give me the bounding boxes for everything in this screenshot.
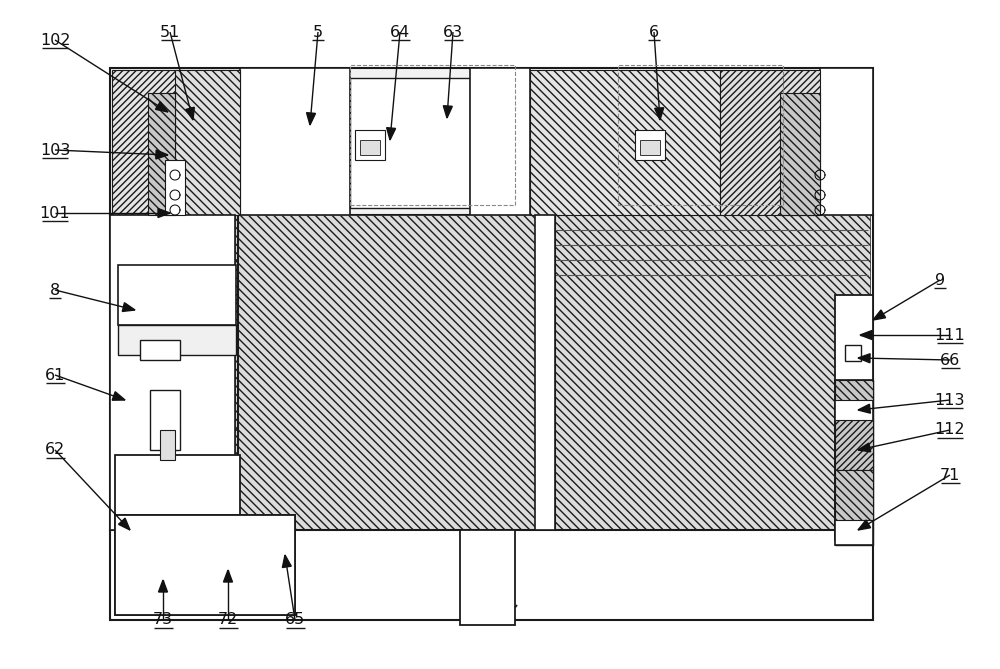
Polygon shape (122, 303, 135, 312)
Polygon shape (155, 102, 168, 112)
Polygon shape (858, 404, 870, 413)
Bar (140, 340, 180, 360)
Bar (535, 215, 555, 530)
Text: 61: 61 (45, 367, 65, 383)
Polygon shape (112, 70, 240, 215)
Polygon shape (387, 128, 396, 140)
Text: 5: 5 (313, 25, 323, 39)
Polygon shape (282, 555, 291, 567)
Polygon shape (835, 380, 873, 545)
Polygon shape (858, 520, 871, 530)
Polygon shape (780, 93, 820, 215)
Text: 63: 63 (443, 25, 463, 39)
Polygon shape (555, 215, 870, 530)
Text: 101: 101 (40, 205, 70, 221)
Bar (360, 140, 380, 155)
Polygon shape (655, 108, 664, 120)
Bar (115, 515, 295, 615)
Text: 71: 71 (940, 468, 960, 482)
Text: 65: 65 (285, 613, 305, 628)
Text: 8: 8 (50, 282, 60, 298)
Text: 113: 113 (935, 393, 965, 407)
Polygon shape (119, 518, 130, 530)
Polygon shape (224, 570, 233, 582)
Bar (820, 68, 873, 215)
Bar (350, 65, 515, 205)
Text: 66: 66 (940, 353, 960, 367)
Text: 64: 64 (390, 25, 410, 39)
Polygon shape (112, 392, 125, 400)
Polygon shape (835, 470, 873, 520)
Bar (460, 530, 515, 625)
Polygon shape (443, 106, 452, 118)
Text: 9: 9 (935, 272, 945, 288)
Bar (355, 130, 385, 160)
Bar (115, 455, 240, 515)
Bar (150, 390, 180, 450)
Polygon shape (873, 310, 886, 320)
Polygon shape (235, 215, 535, 530)
Polygon shape (858, 443, 871, 452)
Bar (845, 345, 861, 361)
Bar (118, 325, 236, 355)
Bar (118, 265, 236, 325)
Polygon shape (720, 70, 820, 215)
Polygon shape (858, 354, 870, 363)
Text: 51: 51 (160, 25, 180, 39)
Polygon shape (835, 420, 873, 470)
Bar (110, 530, 873, 620)
Bar (640, 140, 660, 155)
Bar (240, 68, 350, 215)
Bar (835, 295, 873, 540)
Polygon shape (115, 515, 295, 615)
Bar (618, 65, 783, 205)
Bar (110, 68, 873, 620)
Polygon shape (307, 112, 316, 125)
Bar (110, 215, 873, 530)
Bar (350, 78, 470, 208)
Polygon shape (175, 70, 240, 215)
Bar (470, 68, 530, 215)
Text: 102: 102 (40, 33, 70, 47)
Text: 73: 73 (153, 613, 173, 628)
Text: 72: 72 (218, 613, 238, 628)
Text: 111: 111 (935, 328, 965, 343)
Bar (165, 160, 185, 215)
Polygon shape (159, 580, 168, 592)
Text: 112: 112 (935, 423, 965, 438)
Polygon shape (835, 380, 873, 400)
Polygon shape (860, 330, 872, 339)
Polygon shape (158, 209, 170, 217)
Bar (110, 215, 235, 530)
Polygon shape (156, 150, 168, 159)
Bar (635, 130, 665, 160)
Bar (160, 430, 175, 460)
Text: 62: 62 (45, 442, 65, 458)
Polygon shape (148, 93, 175, 215)
Bar (110, 68, 873, 215)
Polygon shape (530, 70, 720, 215)
Bar (835, 380, 873, 545)
Text: 103: 103 (40, 142, 70, 157)
Text: 6: 6 (649, 25, 659, 39)
Polygon shape (186, 107, 194, 120)
